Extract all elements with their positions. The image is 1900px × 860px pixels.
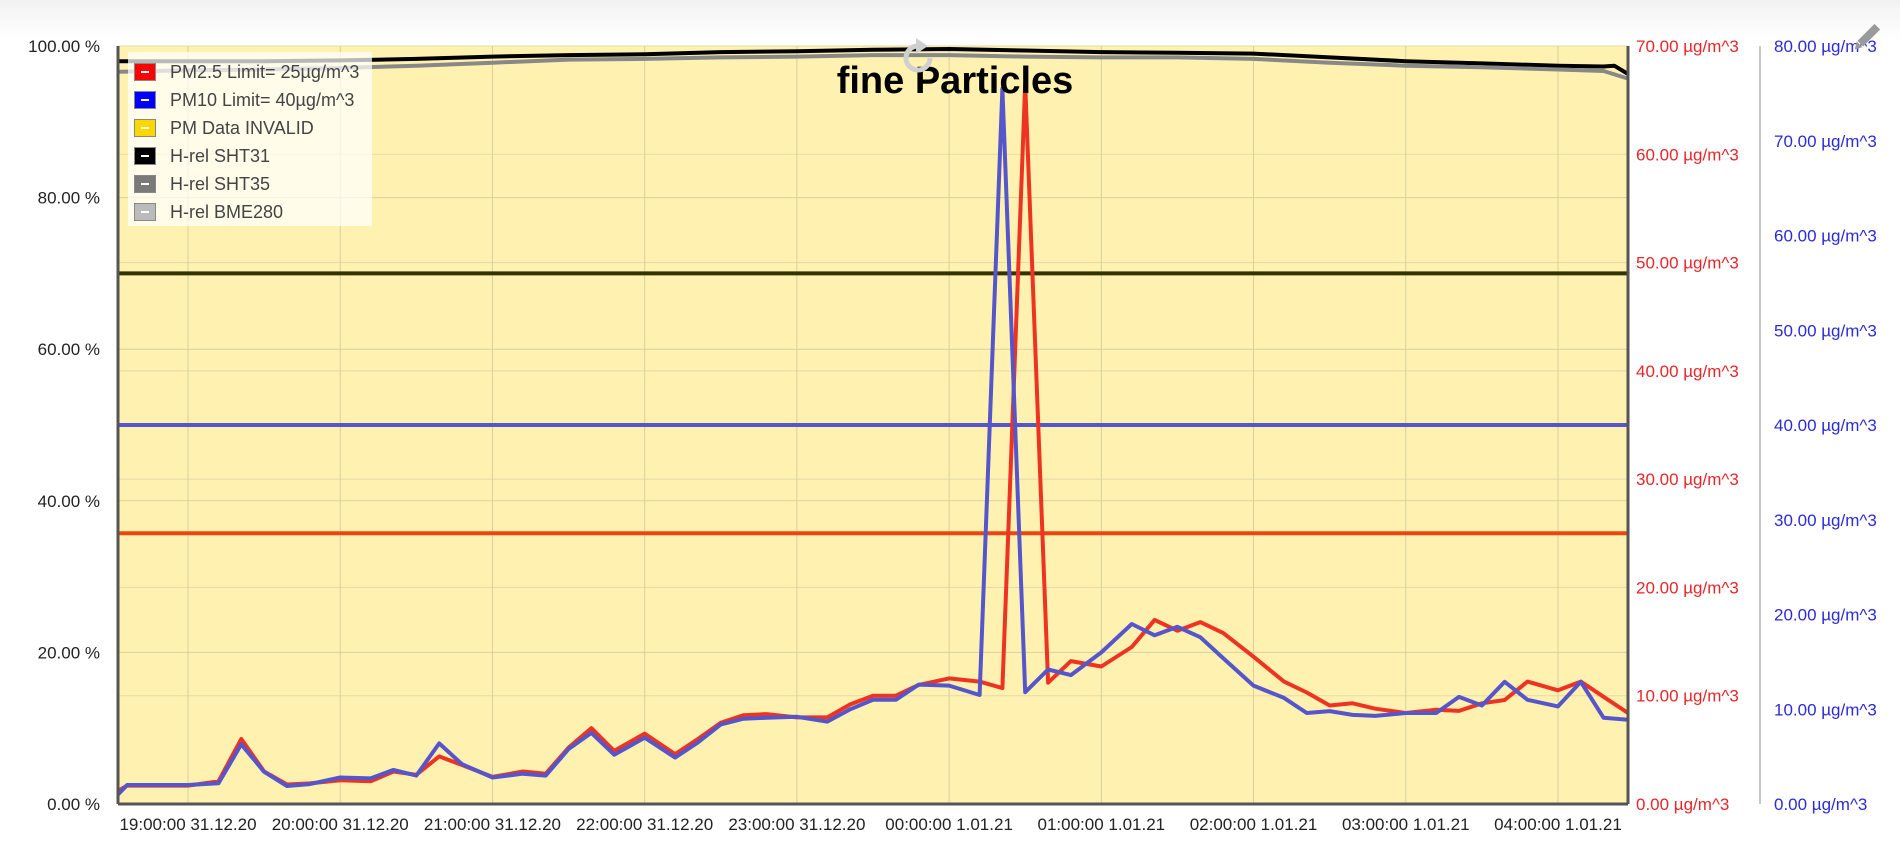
legend-item[interactable]: PM10 Limit= 40µg/m^3 (134, 86, 354, 114)
legend-label: PM2.5 Limit= 25µg/m^3 (170, 61, 360, 82)
red-tick-label: 30.00 µg/m^3 (1636, 470, 1739, 489)
blue-tick-label: 80.00 µg/m^3 (1774, 37, 1877, 56)
refresh-icon[interactable] (896, 36, 940, 80)
series-lines (116, 47, 1630, 796)
legend-item[interactable]: H-rel BME280 (134, 198, 283, 226)
tick-labels: 0.00 % 20.00 % 40.00 % 60.00 % 80.00 % 100.00… (28, 37, 1877, 834)
chart-title: fine Particles (837, 60, 1074, 102)
legend: PM2.5 Limit= 25µg/m^3 PM10 Limit= 40µg/m^… (128, 52, 372, 226)
red-tick-label: 10.00 µg/m^3 (1636, 687, 1739, 706)
legend-label: PM10 Limit= 40µg/m^3 (170, 89, 355, 110)
series-line-0 (118, 47, 1630, 76)
x-tick-label: 02:00:00 1.01.21 (1190, 815, 1318, 834)
top-toolbar (0, 0, 1900, 40)
blue-tick-label: 60.00 µg/m^3 (1774, 227, 1877, 246)
x-tick-label: 03:00:00 1.01.21 (1342, 815, 1470, 834)
left-tick-label: 100.00 % (28, 37, 100, 56)
legend-swatch-mark (141, 99, 149, 101)
axes (116, 46, 1761, 806)
legend-swatch-mark (141, 71, 149, 73)
red-tick-label: 70.00 µg/m^3 (1636, 37, 1739, 56)
legend-label: PM Data INVALID (170, 117, 314, 138)
legend-item[interactable]: H-rel SHT35 (134, 170, 270, 198)
left-tick-label: 20.00 % (38, 643, 100, 662)
legend-label: H-rel SHT35 (170, 173, 271, 194)
legend-item[interactable]: PM2.5 Limit= 25µg/m^3 (134, 58, 359, 86)
legend-swatch (134, 91, 156, 109)
legend-swatch (134, 119, 156, 137)
legend-swatch-mark (141, 183, 149, 185)
red-tick-label: 20.00 µg/m^3 (1636, 578, 1739, 597)
blue-tick-label: 20.00 µg/m^3 (1774, 606, 1877, 625)
edit-pencil-icon[interactable] (1848, 20, 1884, 56)
x-tick-label: 01:00:00 1.01.21 (1038, 815, 1166, 834)
legend-swatch (134, 175, 156, 193)
legend-swatch (134, 63, 156, 81)
legend-swatch (134, 147, 156, 165)
legend-item[interactable]: PM Data INVALID (134, 114, 314, 142)
legend-item[interactable]: H-rel SHT31 (134, 142, 270, 170)
x-tick-label: 23:00:00 31.12.20 (728, 815, 865, 834)
legend-swatch (134, 203, 156, 221)
blue-tick-label: 10.00 µg/m^3 (1774, 700, 1877, 719)
blue-tick-label: 50.00 µg/m^3 (1774, 321, 1877, 340)
x-tick-label: 20:00:00 31.12.20 (272, 815, 409, 834)
x-tick-label: 00:00:00 1.01.21 (885, 815, 1013, 834)
left-tick-label: 0.00 % (47, 795, 100, 814)
legend-label: H-rel BME280 (170, 201, 284, 222)
left-tick-label: 80.00 % (38, 189, 100, 208)
x-tick-label: 21:00:00 31.12.20 (424, 815, 561, 834)
x-tick-label: 22:00:00 31.12.20 (576, 815, 713, 834)
legend-label: H-rel SHT31 (170, 145, 271, 166)
x-tick-label: 04:00:00 1.01.21 (1494, 815, 1622, 834)
red-tick-label: 60.00 µg/m^3 (1636, 145, 1739, 164)
left-tick-label: 40.00 % (38, 492, 100, 511)
blue-tick-label: 0.00 µg/m^3 (1774, 795, 1867, 814)
blue-tick-label: 70.00 µg/m^3 (1774, 132, 1877, 151)
red-tick-label: 40.00 µg/m^3 (1636, 362, 1739, 381)
legend-swatch-mark (141, 155, 149, 157)
legend-swatch-mark (141, 127, 149, 129)
red-tick-label: 0.00 µg/m^3 (1636, 795, 1729, 814)
blue-tick-label: 40.00 µg/m^3 (1774, 416, 1877, 435)
series-line-3 (116, 86, 1629, 796)
blue-tick-label: 30.00 µg/m^3 (1774, 511, 1877, 530)
series-line-1 (117, 53, 1629, 81)
red-tick-label: 50.00 µg/m^3 (1636, 254, 1739, 273)
limit-lines (118, 271, 1628, 536)
x-tick-label: 19:00:00 31.12.20 (119, 815, 256, 834)
legend-swatch-mark (141, 211, 149, 213)
left-tick-label: 60.00 % (38, 340, 100, 359)
